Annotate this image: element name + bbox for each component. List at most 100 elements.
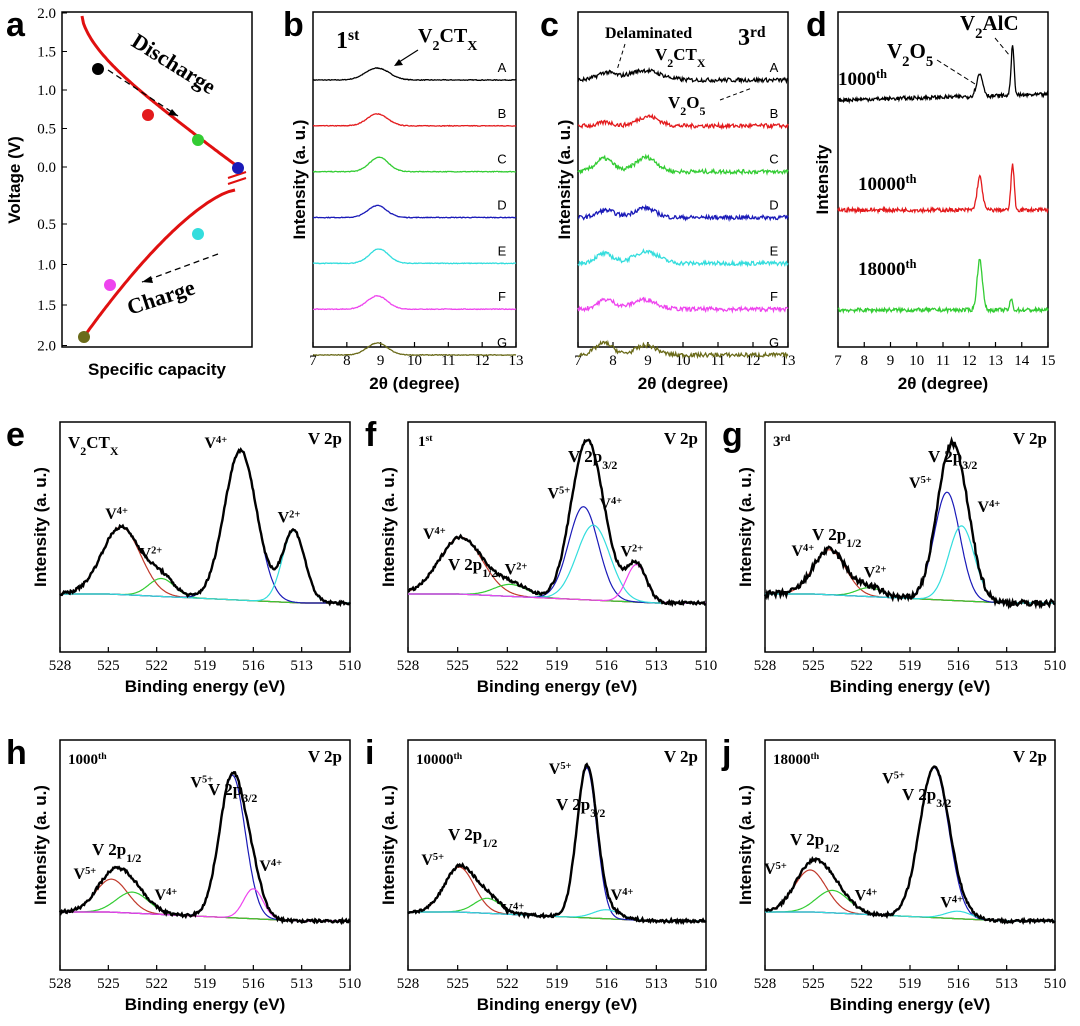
panel-h-xtick-label: 525	[97, 976, 120, 992]
panel-i-xtick-label: 513	[645, 976, 668, 992]
panel-h-label-2p32: V 2p3/2	[208, 780, 257, 805]
panel-g-xlabel: Binding energy (eV)	[830, 677, 991, 696]
panel-f-xtick-label: 516	[595, 658, 618, 674]
panel-j-xtick-label: 525	[802, 976, 825, 992]
panel-g-xtick-label: 510	[1044, 658, 1067, 674]
panel-a-break-mark	[227, 171, 247, 179]
panel-f-frame	[407, 421, 707, 653]
panel-c-annotation-v2ctx: V2CTX	[655, 45, 706, 70]
panel-a-ytick-label: 0.0	[37, 160, 56, 176]
panel-b-xtick-label: 11	[441, 353, 455, 369]
panel-j-xtick-label: 510	[1044, 976, 1067, 992]
panel-c-annotation-delaminated: Delaminated	[605, 25, 692, 42]
panel-h-xtick-label: 513	[290, 976, 313, 992]
panel-f-component-label: V4+	[599, 496, 622, 514]
panel-h-label-right: V 2p	[308, 747, 342, 766]
panel-c-series-label: A	[770, 60, 779, 75]
panel-e-xlabel: Binding energy (eV)	[125, 677, 286, 696]
panel-c-series-label: E	[770, 243, 779, 258]
panel-b-xlabel: 2θ (degree)	[369, 374, 459, 393]
panel-g-component-label: V4+	[978, 498, 1001, 516]
panel-d-xtick-label: 14	[1014, 353, 1030, 369]
panel-d-xtick-label: 12	[962, 353, 977, 369]
panel-d-series-label: 1000th	[838, 67, 887, 90]
panel-a: a 2.0 1.5 1.0 0.5 0.0 0.5 1.0 1.5 2.0 Voltage (V) S…	[5, 6, 253, 379]
panel-g-title: 3rd	[773, 433, 791, 451]
panel-j-frame	[764, 739, 1056, 971]
panel-e: e 528 525 522 519 516 513 510 Binding energy (eV…	[6, 416, 361, 696]
panel-b-series-label: F	[498, 289, 506, 304]
panel-i-label-2p32: V 2p3/2	[556, 795, 605, 820]
panel-f-xtick-label: 522	[496, 658, 519, 674]
panel-d-xlabel: 2θ (degree)	[898, 374, 988, 393]
panel-g-envelope	[763, 436, 1056, 610]
panel-f-envelope	[407, 438, 707, 608]
panel-b-xtick-label: 8	[343, 353, 351, 369]
panel-h-xtick-label: 519	[194, 976, 217, 992]
panel-letter-a: a	[6, 6, 26, 44]
panel-j-component-label: V5+	[882, 770, 905, 788]
panel-f-xtick-label: 510	[695, 658, 718, 674]
panel-c-series-label: C	[769, 152, 778, 167]
panel-d-annotation-v2alc: V2AlC	[960, 11, 1019, 42]
panel-a-marker	[232, 162, 244, 174]
panel-b-series-label: A	[498, 60, 507, 75]
panel-a-discharge-label: Discharge	[127, 28, 220, 99]
panel-d-annot-arrow	[994, 37, 1011, 57]
panel-c-annotation-v2o5: V2O5	[668, 93, 705, 118]
panel-i-component-label: V4+	[501, 901, 524, 919]
panel-i-component-2	[408, 767, 706, 922]
panel-g-component-3	[765, 525, 1055, 604]
panel-g-frame	[764, 421, 1056, 653]
panel-j-component-label: V4+	[855, 887, 878, 905]
panel-a-ytick-label: 2.0	[37, 6, 56, 22]
panel-h-ylabel: Intensity (a. u.)	[31, 785, 50, 905]
panel-c-series-A	[577, 66, 789, 85]
panel-f-xtick-label: 525	[446, 658, 469, 674]
panel-g-ylabel: Intensity (a. u.)	[736, 467, 755, 587]
panel-h-xtick-label: 522	[145, 976, 168, 992]
panel-a-discharge-arrow	[107, 69, 179, 117]
panel-h: h 528 525 522 519 516 513 510 Binding energy (eV…	[6, 734, 361, 1014]
panel-b-title: 1st	[336, 27, 360, 55]
panel-f-component-label: V2+	[505, 561, 528, 579]
panel-b-series-A	[312, 67, 516, 82]
panel-a-ytick-label: 1.5	[37, 45, 56, 61]
panel-e-xtick-label: 522	[145, 658, 168, 674]
panel-f-title: 1st	[418, 433, 433, 451]
panel-e-envelope	[59, 446, 352, 608]
panel-f-label-2p32: V 2p3/2	[568, 447, 617, 472]
panel-i-xtick-label: 522	[496, 976, 519, 992]
panel-d-xtick-label: 9	[887, 353, 895, 369]
panel-c-title: 3rd	[738, 24, 766, 52]
panel-e-xtick-label: 519	[194, 658, 217, 674]
panel-a-marker	[92, 63, 104, 75]
panel-b-annotation: V2CTX	[418, 25, 477, 54]
panel-d-series-0	[837, 45, 1049, 105]
panel-a-marker	[192, 228, 204, 240]
panel-f-ylabel: Intensity (a. u.)	[379, 467, 398, 587]
panel-a-xlabel: Specific capacity	[88, 360, 227, 379]
panel-c-series-C	[577, 153, 789, 176]
panel-c-series-label: D	[769, 198, 778, 213]
panel-i-label-right: V 2p	[664, 747, 698, 766]
panel-d-series-label: 10000th	[858, 172, 917, 195]
panel-letter-b: b	[283, 6, 304, 44]
panel-e-component-label: V2+	[140, 545, 163, 563]
panel-f-label-2p12: V 2p1/2	[448, 555, 497, 580]
panel-b-xtick-label: 7	[309, 353, 317, 369]
panel-g-label-2p12: V 2p1/2	[812, 525, 861, 550]
panel-a-charge-arrow	[141, 253, 219, 283]
panel-j-component-label: V4+	[940, 894, 963, 912]
panel-g-component-label: V4+	[791, 542, 814, 560]
panel-d-annotation-v2o5: V2O5	[887, 39, 933, 70]
panel-d-xtick-label: 10	[909, 353, 924, 369]
panel-d-xtick-label: 15	[1041, 353, 1056, 369]
panel-b-series-E	[312, 248, 517, 265]
panel-letter-j: j	[721, 734, 731, 772]
panel-f-label-right: V 2p	[664, 429, 698, 448]
panel-letter-f: f	[365, 416, 377, 454]
panel-a-ytick-label: 2.0	[37, 339, 56, 355]
panel-e-xtick-label: 525	[97, 658, 120, 674]
panel-j: j 528 525 522 519 516 513 510 Binding energy (eV…	[721, 734, 1066, 1014]
